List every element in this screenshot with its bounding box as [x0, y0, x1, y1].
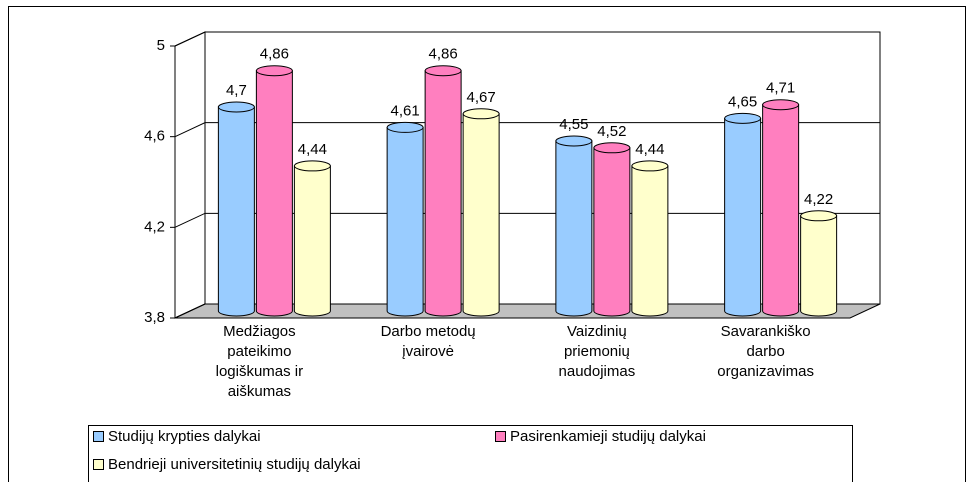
- legend-swatch: [495, 431, 506, 442]
- legend-label: Pasirenkamieji studijų dalykai: [510, 428, 706, 445]
- bar-top: [724, 112, 762, 124]
- bar: [555, 140, 593, 317]
- legend-label: Bendrieji universitetinių studijų dalyka…: [108, 456, 361, 473]
- bar: [631, 165, 669, 317]
- y-tick-label: 3,8: [144, 309, 165, 326]
- bar-top: [255, 65, 293, 77]
- y-tick-label: 4,6: [144, 128, 165, 145]
- bar: [424, 70, 462, 317]
- bar: [593, 147, 631, 317]
- bar: [724, 117, 762, 317]
- y-tick-label: 5: [157, 37, 165, 54]
- bar-top: [293, 160, 331, 172]
- value-label: 4,22: [804, 191, 833, 208]
- grid-line: [174, 31, 880, 47]
- x-tick-label: Medžiagos pateikimo logiškumas ir aiškum…: [215, 323, 304, 400]
- legend-swatch: [93, 459, 104, 470]
- value-label: 4,67: [467, 89, 496, 106]
- bar-top: [800, 210, 838, 222]
- value-label: 4,44: [635, 141, 664, 158]
- value-label: 4,44: [298, 141, 327, 158]
- bar-top: [631, 160, 669, 172]
- bar: [255, 70, 293, 317]
- value-label: 4,55: [559, 116, 588, 133]
- value-label: 4,61: [391, 102, 420, 119]
- bar-top: [217, 101, 255, 113]
- bar-top: [462, 108, 500, 120]
- value-label: 4,71: [766, 80, 795, 97]
- bar-top: [555, 135, 593, 147]
- legend-swatch: [93, 431, 104, 442]
- bar-top: [386, 121, 424, 133]
- bar: [800, 215, 838, 317]
- legend-label: Studijų krypties dalykai: [108, 428, 261, 445]
- value-label: 4,52: [597, 123, 626, 140]
- bar: [217, 106, 255, 317]
- value-label: 4,65: [728, 93, 757, 110]
- value-label: 4,86: [260, 46, 289, 63]
- bar: [386, 126, 424, 317]
- bar-top: [762, 99, 800, 111]
- y-tick-label: 4,2: [144, 218, 165, 235]
- bar: [293, 165, 331, 317]
- grid-line: [174, 122, 880, 138]
- value-label: 4,7: [226, 82, 247, 99]
- bar-top: [593, 142, 631, 154]
- x-tick-label: Savarankiško darbo organizavimas: [717, 323, 814, 380]
- bar: [462, 113, 500, 317]
- side-wall: [174, 31, 206, 319]
- x-tick-label: Darbo metodų įvairovė: [380, 323, 476, 360]
- bar: [762, 104, 800, 317]
- bar-top: [424, 65, 462, 77]
- legend-box: [88, 425, 853, 482]
- x-tick-label: Vaizdinių priemonių naudojimas: [558, 323, 636, 380]
- value-label: 4,86: [429, 46, 458, 63]
